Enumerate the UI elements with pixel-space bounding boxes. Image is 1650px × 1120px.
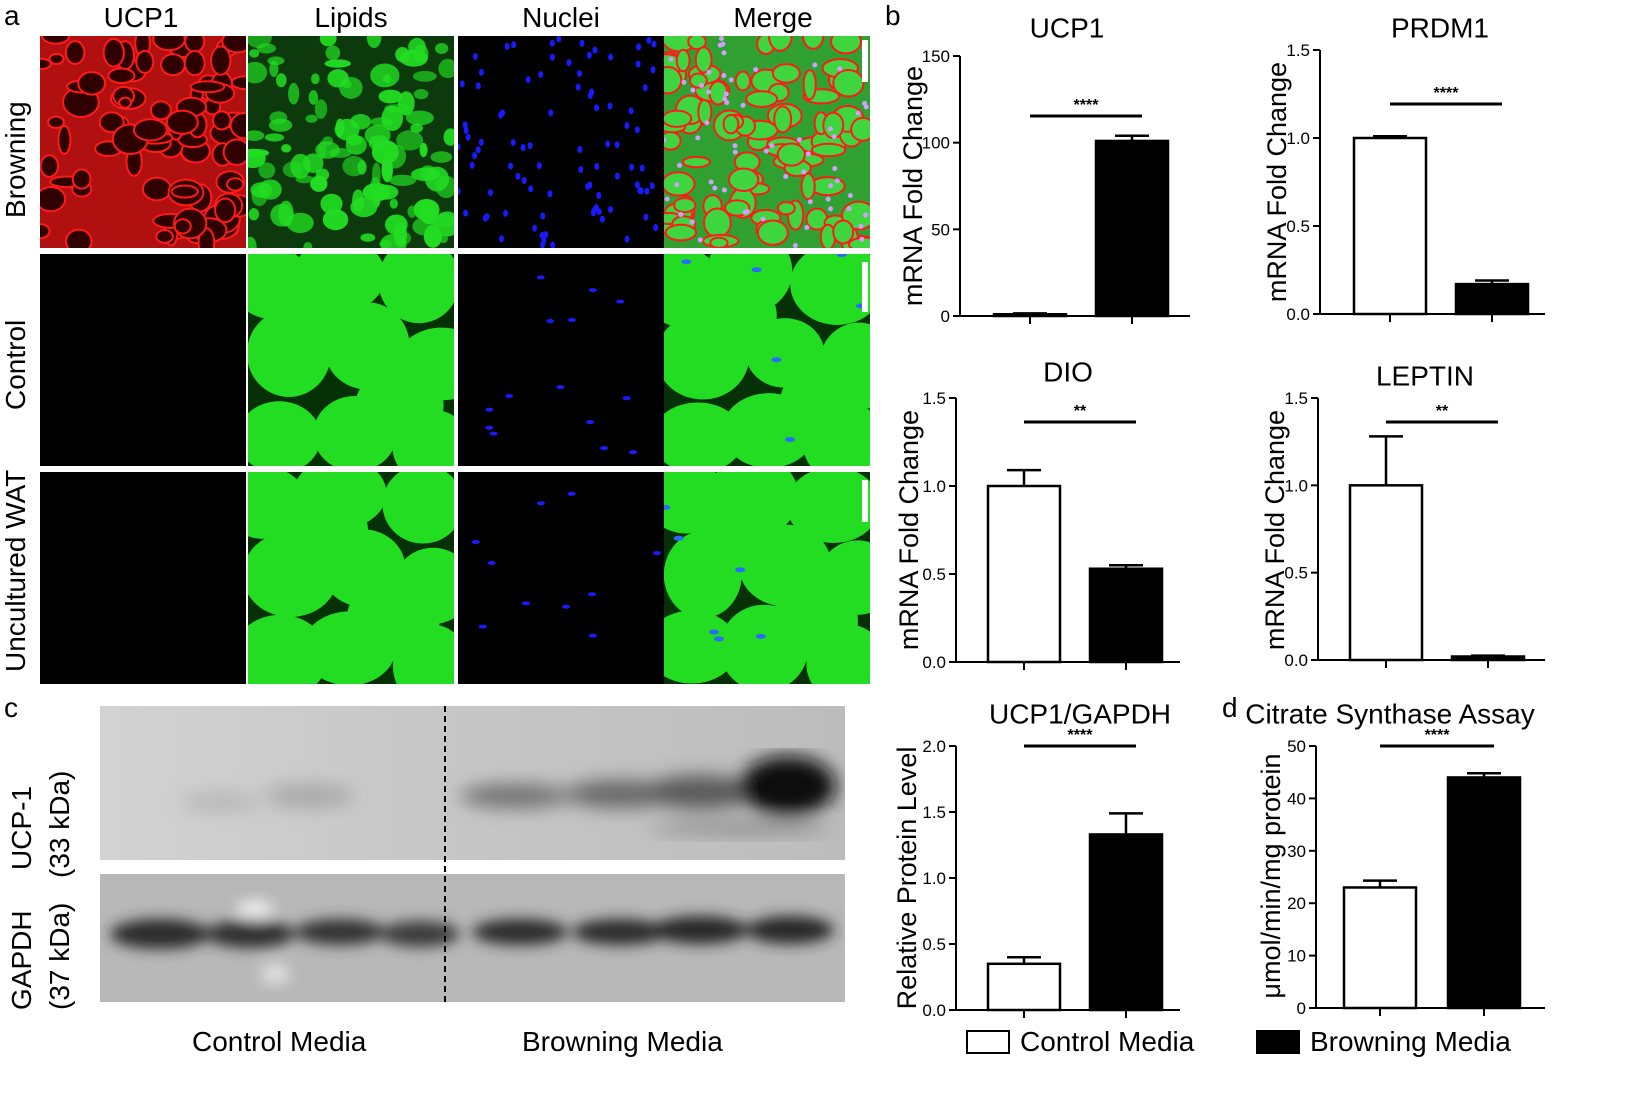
y-tick-label: 1.0	[922, 869, 946, 888]
chart-ylabel-ucp1: mRNA Fold Change	[898, 66, 928, 306]
bar-control	[1342, 886, 1418, 1010]
y-tick-label: 1.0	[922, 477, 946, 496]
bar-browning	[1094, 139, 1170, 318]
micrograph-browning-merge	[664, 36, 870, 248]
significance-stars: ****	[1068, 727, 1094, 744]
y-tick-label: 50	[931, 220, 950, 239]
y-tick-label: 0.5	[1284, 564, 1308, 583]
y-tick-label: 0.5	[922, 935, 946, 954]
y-tick-label: 1.5	[922, 803, 946, 822]
column-title-merge: Merge	[733, 2, 813, 33]
significance-stars: **	[1436, 403, 1449, 420]
y-tick-label: 150	[922, 47, 950, 66]
gapdh-blot-label: GAPDH	[6, 910, 37, 1010]
micrograph-browning-nuclei	[458, 36, 664, 248]
panel-letter-c: c	[4, 692, 18, 723]
y-tick-label: 0.5	[1286, 217, 1310, 236]
chart-ylabel-ucp1-gapdh: Relative Protein Level	[892, 747, 922, 1010]
bar-browning	[1454, 282, 1530, 316]
significance-stars: ****	[1074, 97, 1100, 114]
scale-bar	[862, 262, 868, 312]
y-tick-label: 1.5	[1286, 41, 1310, 60]
significance-stars: **	[1074, 403, 1087, 420]
significance-stars: ****	[1434, 85, 1460, 102]
bar-control	[986, 962, 1062, 1012]
micrograph-browning-lipids	[248, 36, 454, 248]
y-tick-label: 10	[1287, 947, 1306, 966]
y-tick-label: 100	[922, 134, 950, 153]
chart-ylabel-dio: mRNA Fold Change	[894, 410, 924, 650]
y-tick-label: 2.0	[922, 737, 946, 756]
panel-letter-d: d	[1222, 692, 1238, 723]
y-tick-label: 0.5	[922, 565, 946, 584]
chart-ylabel-citrate-synthase-assay: μmol/min/mg protein	[1256, 753, 1286, 998]
bar-control	[1348, 484, 1424, 662]
y-tick-label: 50	[1287, 737, 1306, 756]
chart-ylabel-prdm1: mRNA Fold Change	[1262, 62, 1292, 302]
micrograph-uncultured-wat-ucp1	[40, 472, 246, 684]
micrograph-control-merge	[664, 254, 870, 466]
column-title-nuclei: Nuclei	[522, 2, 600, 33]
bar-browning	[1446, 776, 1522, 1010]
column-title-lipids: Lipids	[314, 2, 388, 33]
y-tick-label: 0.0	[1286, 305, 1310, 324]
bar-control	[1352, 136, 1428, 316]
chart-title-prdm1: PRDM1	[1391, 12, 1489, 43]
micrograph-uncultured-wat-nuclei	[458, 472, 664, 684]
bar-browning	[1088, 567, 1164, 664]
chart-title-citrate-synthase-assay: Citrate Synthase Assay	[1245, 698, 1534, 729]
significance-stars: ****	[1425, 727, 1451, 744]
legend-label-browning: Browning Media	[1310, 1026, 1511, 1057]
panel-letter-a: a	[4, 0, 20, 31]
ucp1-blot-label: UCP-1	[6, 785, 37, 870]
y-tick-label: 0	[941, 307, 950, 326]
micrograph-control-lipids	[248, 254, 454, 466]
y-tick-label: 1.5	[922, 389, 946, 408]
blot-divider	[444, 706, 446, 1002]
legend-label-control: Control Media	[1020, 1026, 1195, 1057]
gapdh-blot-strip	[100, 874, 845, 1002]
scale-bar	[862, 40, 868, 82]
bar-control	[986, 484, 1062, 664]
micrograph-uncultured-wat-lipids	[248, 472, 454, 684]
y-tick-label: 20	[1287, 894, 1306, 913]
scale-bar	[862, 480, 868, 522]
bar-browning	[1088, 833, 1164, 1012]
panel-letter-b: b	[885, 0, 901, 31]
chart-ylabel-leptin: mRNA Fold Change	[1260, 410, 1290, 650]
micrograph-uncultured-wat-merge	[664, 472, 870, 684]
chart-title-ucp1: UCP1	[1030, 12, 1105, 43]
chart-title-ucp1-gapdh: UCP1/GAPDH	[989, 698, 1171, 729]
ucp1-blot-strip	[100, 706, 845, 860]
blot-group-control: Control Media	[192, 1026, 367, 1057]
y-tick-label: 1.0	[1284, 476, 1308, 495]
micrograph-control-ucp1	[40, 254, 246, 466]
micrograph-control-nuclei	[458, 254, 664, 466]
y-tick-label: 30	[1287, 842, 1306, 861]
y-tick-label: 0	[1297, 999, 1306, 1018]
chart-title-leptin: LEPTIN	[1376, 360, 1474, 391]
y-tick-label: 0.0	[1284, 651, 1308, 670]
legend-swatch-browning	[1256, 1030, 1300, 1054]
gapdh-blot-kda: (37 kDa)	[44, 902, 75, 1010]
legend-swatch-control	[966, 1030, 1010, 1054]
chart-title-dio: DIO	[1043, 356, 1093, 387]
micrograph-browning-ucp1	[40, 36, 246, 248]
bar-browning	[1450, 655, 1526, 662]
gapdh-blot-image	[100, 874, 845, 1002]
y-tick-label: 1.0	[1286, 129, 1310, 148]
ucp1-blot-kda: (33 kDa)	[44, 770, 75, 878]
y-tick-label: 40	[1287, 789, 1306, 808]
y-tick-label: 0.0	[922, 653, 946, 672]
column-title-ucp1: UCP1	[103, 2, 179, 33]
y-tick-label: 1.5	[1284, 389, 1308, 408]
blot-group-browning: Browning Media	[522, 1026, 723, 1057]
ucp1-blot-image	[100, 706, 845, 860]
y-tick-label: 0.0	[922, 1001, 946, 1020]
